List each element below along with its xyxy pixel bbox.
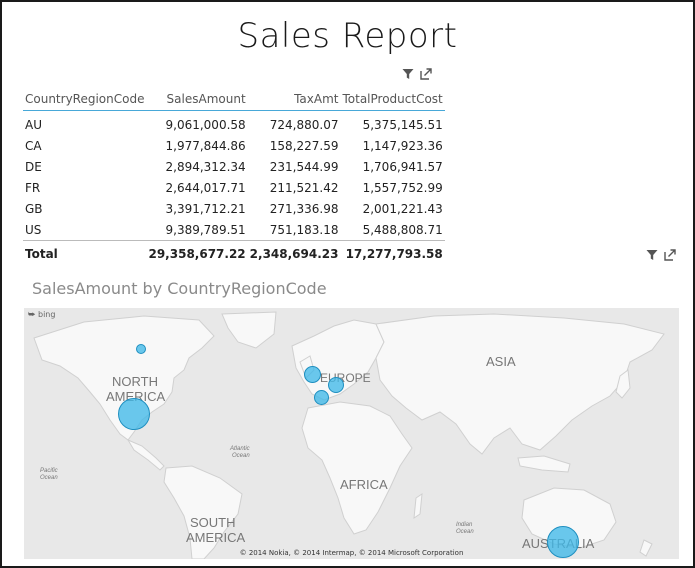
map-bubble-ca[interactable] [136,344,146,354]
cell-tax: 724,880.07 [269,117,339,132]
total-label: Total [23,240,147,265]
cell-cost: 1,706,941.57 [362,159,443,174]
cell-country: FR [25,180,41,195]
map-label-north-america-2: AMERICA [106,389,166,404]
cell-tax: 158,227.59 [269,138,339,153]
cell-country: AU [25,117,42,132]
table-row[interactable]: FR 2,644,017.71 211,521.42 1,557,752.99 [23,177,445,198]
map-bubble-de[interactable] [328,377,344,393]
table-row[interactable]: DE 2,894,312.34 231,544.99 1,706,941.57 [23,156,445,177]
world-map[interactable]: NORTH AMERICA EUROPE ASIA AFRICA SOUTH A… [24,308,679,559]
map-label-asia: ASIA [486,354,516,369]
cell-cost: 2,001,221.43 [362,201,443,216]
cell-tax: 231,544.99 [269,159,339,174]
cell-sales: 9,061,000.58 [165,117,246,132]
cell-tax: 751,183.18 [269,222,339,237]
filter-icon[interactable] [402,68,414,80]
map-label-south-america-1: SOUTH [190,515,236,530]
map-bubble-fr[interactable] [314,390,329,405]
table-row[interactable]: AU 9,061,000.58 724,880.07 5,375,145.51 [23,111,445,136]
cell-tax: 211,521.42 [269,180,339,195]
table-visual-toolbar [402,68,434,82]
map-label-africa: AFRICA [340,477,388,492]
map-label-indian-2: Ocean [456,529,474,535]
table-row[interactable]: CA 1,977,844.86 158,227.59 1,147,923.36 [23,135,445,156]
cell-country: DE [25,159,42,174]
map-copyright: © 2014 Nokia, © 2014 Intermap, © 2014 Mi… [239,549,464,557]
total-tax: 2,348,694.23 [247,240,341,265]
cell-sales: 1,977,844.86 [165,138,246,153]
table-row[interactable]: GB 3,391,712.21 271,336.98 2,001,221.43 [23,198,445,219]
sales-table: CountryRegionCode SalesAmount TaxAmt Tot… [23,91,445,265]
cell-country: US [25,222,42,237]
report-title: Sales Report [237,16,458,56]
popout-icon[interactable] [420,68,432,80]
map-label-south-america-2: AMERICA [186,530,246,545]
map-bubble-us[interactable] [118,398,150,430]
table-row[interactable]: US 9,389,789.51 751,183.18 5,488,808.71 [23,219,445,241]
map-title: SalesAmount by CountryRegionCode [32,279,327,298]
map-label-pacific-2: Ocean [40,475,58,481]
map-label-atlantic-1: Atlantic [229,446,250,452]
map-label-indian-1: Indian [456,522,473,528]
cell-sales: 9,389,789.51 [165,222,246,237]
cell-country: GB [25,201,43,216]
total-sales: 29,358,677.22 [146,240,248,265]
column-header-tax[interactable]: TaxAmt [247,91,341,111]
cell-cost: 1,147,923.36 [362,138,443,153]
bing-logo: ⮩ bing [28,310,56,319]
cell-sales: 2,894,312.34 [165,159,246,174]
cell-country: CA [25,138,42,153]
map-label-north-america-1: NORTH [112,374,158,389]
cell-sales: 3,391,712.21 [165,201,246,216]
column-header-country[interactable]: CountryRegionCode [23,91,147,111]
column-header-sales[interactable]: SalesAmount [146,91,248,111]
popout-icon[interactable] [664,249,676,261]
cell-cost: 1,557,752.99 [362,180,443,195]
world-map-background: NORTH AMERICA EUROPE ASIA AFRICA SOUTH A… [24,308,679,559]
total-cost: 17,277,793.58 [340,240,445,265]
cell-tax: 271,336.98 [269,201,339,216]
filter-icon[interactable] [646,249,658,261]
table-header-row: CountryRegionCode SalesAmount TaxAmt Tot… [23,91,445,111]
map-label-atlantic-2: Ocean [232,453,250,459]
cell-cost: 5,488,808.71 [362,222,443,237]
cell-sales: 2,644,017.71 [165,180,246,195]
column-header-cost[interactable]: TotalProductCost [340,91,445,111]
cell-cost: 5,375,145.51 [362,117,443,132]
map-bubble-au[interactable] [547,526,579,558]
map-label-pacific-1: Pacific [40,468,58,474]
map-visual-toolbar [646,249,678,263]
map-bubble-gb[interactable] [304,366,321,383]
total-row: Total 29,358,677.22 2,348,694.23 17,277,… [23,240,445,265]
